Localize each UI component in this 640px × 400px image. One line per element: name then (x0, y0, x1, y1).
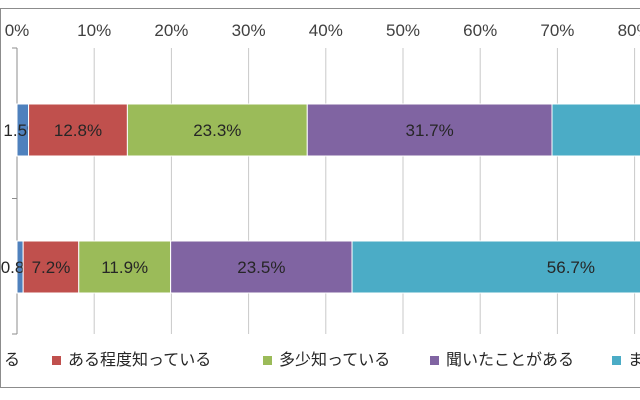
bar-segment (22, 240, 80, 294)
bar-segment (28, 103, 128, 157)
data-label: 56.7% (547, 258, 595, 277)
legend-swatch (430, 356, 439, 365)
legend-label: ある程度知っている (68, 350, 211, 369)
legend-label: 多少知っている (279, 350, 390, 369)
x-tick-label: 80% (618, 21, 640, 40)
bar-segment (78, 240, 172, 294)
bar-segment (126, 103, 308, 157)
data-label: 23.5% (237, 258, 285, 277)
data-label: 11.9% (101, 258, 148, 277)
legend-swatch (612, 356, 621, 365)
bar-segment (306, 103, 553, 157)
x-tick-label: 0% (5, 21, 30, 40)
x-tick-label: 50% (386, 21, 420, 40)
x-tick-label: 40% (309, 21, 343, 40)
legend-label: ま (628, 350, 640, 369)
x-tick-label: 60% (463, 21, 497, 40)
x-tick-label: 70% (540, 21, 574, 40)
legend-label: 聞いたことがある (446, 350, 574, 369)
x-tick-label: 20% (154, 21, 188, 40)
legend-label: る (4, 350, 20, 369)
bar-segment (551, 103, 640, 157)
bar-segment (170, 240, 353, 294)
legend-swatch (263, 356, 272, 365)
legend-swatch (52, 356, 61, 365)
data-label: 23.3% (193, 121, 241, 140)
bar-segment (351, 240, 640, 294)
data-label: 7.2% (32, 258, 71, 277)
x-tick-label: 10% (77, 21, 111, 40)
x-tick-label: 30% (232, 21, 266, 40)
data-label: 31.7% (406, 121, 454, 140)
data-label: 12.8% (54, 121, 102, 140)
